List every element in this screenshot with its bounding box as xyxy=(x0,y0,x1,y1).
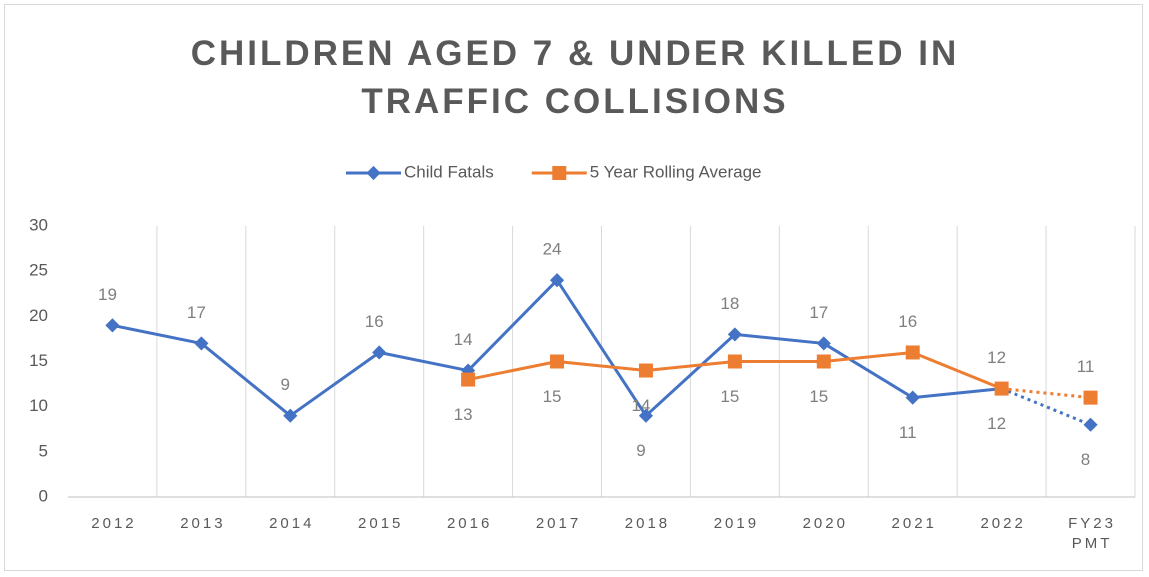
data-label: 14 xyxy=(454,330,473,349)
data-label: 14 xyxy=(631,396,650,415)
point xyxy=(283,408,298,423)
point xyxy=(372,345,387,360)
data-label: 17 xyxy=(809,303,828,322)
y-tick-label: 20 xyxy=(29,306,48,325)
point xyxy=(194,336,209,351)
data-label: 15 xyxy=(543,387,562,406)
point xyxy=(1083,390,1098,405)
x-tick-label: 2017 xyxy=(535,515,582,532)
y-tick-label: 10 xyxy=(29,396,48,415)
x-tick-label: 2016 xyxy=(446,515,493,532)
y-tick-label: 25 xyxy=(29,261,48,280)
point xyxy=(549,273,565,288)
point xyxy=(461,372,476,387)
data-label: 9 xyxy=(636,441,645,460)
legend-label: Child Fatals xyxy=(404,162,494,181)
point xyxy=(816,354,831,369)
chart-border xyxy=(4,4,1143,571)
data-label: 9 xyxy=(281,375,290,394)
data-label: 16 xyxy=(898,312,917,331)
x-tick-label: FY23 PMT xyxy=(1068,515,1116,552)
point xyxy=(816,336,831,351)
data-label: 17 xyxy=(187,303,206,322)
legend-marker xyxy=(366,165,381,181)
x-tick-label: 2013 xyxy=(180,515,226,532)
legend-label: 5 Year Rolling Average xyxy=(590,162,762,181)
y-tick-label: 5 xyxy=(39,441,48,460)
x-tick-label: 2019 xyxy=(713,515,760,532)
data-label: 24 xyxy=(543,240,562,259)
data-label: 12 xyxy=(987,348,1006,367)
data-label: 12 xyxy=(987,414,1006,433)
x-tick-label: 2022 xyxy=(980,515,1026,532)
x-tick-label: 2020 xyxy=(802,515,848,532)
data-label: 16 xyxy=(365,312,384,331)
point xyxy=(638,408,654,423)
data-label: 15 xyxy=(809,387,828,406)
x-tick-label: 2014 xyxy=(269,515,315,532)
point xyxy=(1083,417,1098,432)
x-tick-label: 2012 xyxy=(91,515,137,532)
data-label: 18 xyxy=(720,294,739,313)
data-label: 13 xyxy=(454,405,473,424)
point xyxy=(105,318,120,333)
series-line-dotted xyxy=(1001,387,1092,427)
legend-marker xyxy=(552,166,567,180)
data-label: 11 xyxy=(899,423,917,442)
point xyxy=(727,327,742,342)
x-tick-label: 2021 xyxy=(891,515,937,532)
y-tick-label: 30 xyxy=(29,215,48,234)
series-line-dotted xyxy=(1001,387,1091,400)
data-label: 15 xyxy=(720,387,739,406)
point xyxy=(638,363,653,378)
x-tick-label: 2018 xyxy=(624,515,671,532)
y-tick-label: 15 xyxy=(29,351,48,370)
point xyxy=(727,354,742,369)
point xyxy=(905,390,920,405)
point xyxy=(550,354,565,369)
data-label: 8 xyxy=(1081,450,1090,469)
y-tick-label: 0 xyxy=(39,486,48,505)
data-label: 19 xyxy=(98,285,117,304)
point xyxy=(905,345,920,360)
data-label: 11 xyxy=(1077,357,1095,376)
x-tick-label: 2015 xyxy=(358,515,404,532)
chart-title: CHILDREN AGED 7 & UNDER KILLED IN TRAFFI… xyxy=(190,34,960,121)
point xyxy=(994,381,1009,396)
